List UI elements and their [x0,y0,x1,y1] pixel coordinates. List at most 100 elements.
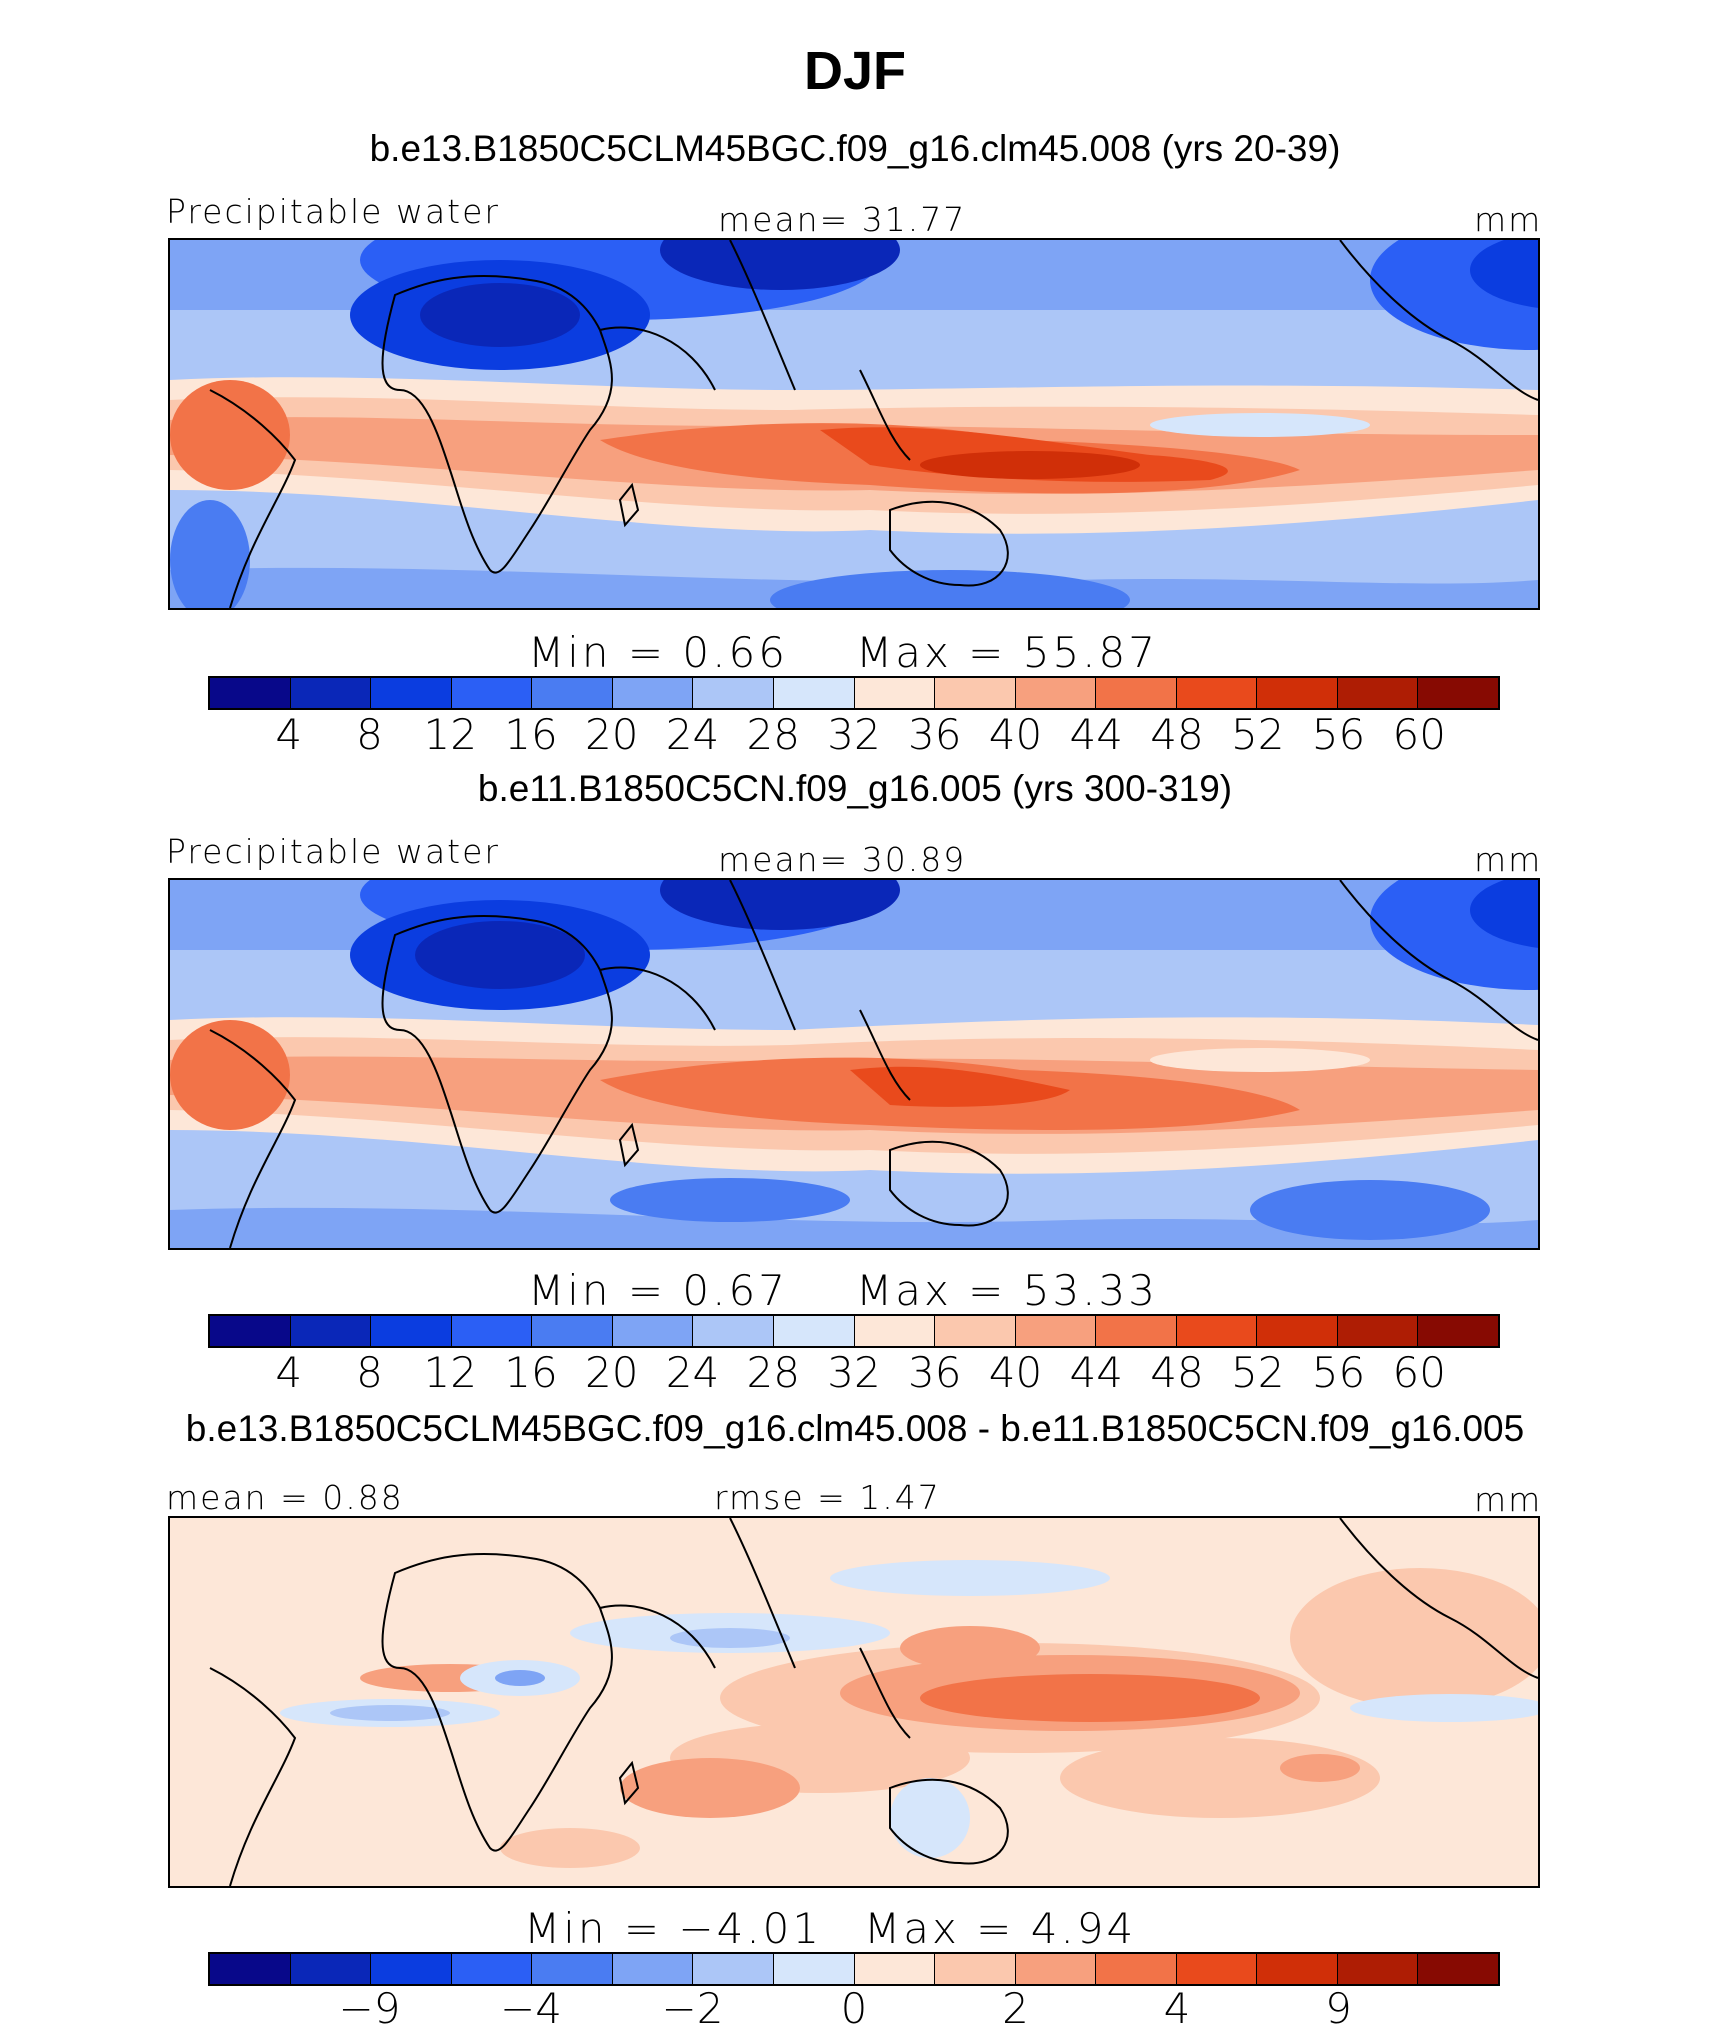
colorbar-tick-label: 9 [1325,1984,1352,2033]
colorbar-cell [773,678,855,708]
colorbar-tick-label: 48 [1150,710,1204,759]
colorbar-cell [935,1954,1016,1984]
colorbar-tick-label: 32 [827,1348,881,1397]
colorbar-cell [773,1316,855,1346]
panel1-map [168,238,1540,610]
colorbar-tick-label: 40 [988,1348,1043,1397]
colorbar-cell [1257,1316,1338,1346]
colorbar-tick-label: 8 [356,710,383,759]
colorbar-cell [1015,1954,1097,1984]
panel2-mean-label: mean= 30.89 [718,840,967,879]
panel1-max-label: Max = 55.87 [856,628,1158,677]
colorbar-cell [290,1316,372,1346]
colorbar-cell [532,1954,613,1984]
colorbar-tick-label: 2 [1002,1984,1029,2033]
colorbar-tick-label: 0 [840,1984,868,2033]
colorbar-tick-label: 20 [585,1348,639,1397]
panel2-max-label: Max = 53.33 [856,1266,1158,1315]
panel2-variable-label: Precipitable water [166,832,500,871]
panel3-subtitle: b.e13.B1850C5CLM45BGC.f09_g16.clm45.008 … [185,1408,1525,1449]
colorbar-tick-label: 56 [1311,710,1366,759]
panel3-rmse-label: rmse = 1.47 [714,1478,941,1517]
panel3-map [168,1516,1540,1888]
colorbar-tick-label: 44 [1069,710,1123,759]
colorbar-cell [1096,678,1177,708]
panel1-colorbar [208,676,1500,710]
colorbar-tick-label: 24 [665,710,720,759]
panel2-map [168,878,1540,1250]
panel1-mean-label: mean= 31.77 [718,200,967,239]
colorbar-cell [210,1954,291,1984]
colorbar-tick-label: 16 [504,710,558,759]
panel1-unit-label: mm [1474,200,1543,239]
colorbar-tick-label: 44 [1069,1348,1123,1397]
colorbar-cell [693,1316,774,1346]
colorbar-cell [371,1316,452,1346]
colorbar-tick-label: 52 [1231,1348,1285,1397]
colorbar-cell [210,1316,291,1346]
colorbar-tick-label: 40 [988,710,1043,759]
colorbar-cell [1418,1316,1498,1346]
panel2-subtitle: b.e11.B1850C5CN.f09_g16.005 (yrs 300-319… [477,768,1233,809]
panel2-colorbar-ticks: 4 8 12 16 20 24 28 32 36 40 44 48 52 56 60 [0,1348,1710,1398]
colorbar-cell [451,1954,533,1984]
panel3-max-label: Max = 4.94 [864,1904,1137,1953]
colorbar-cell [532,1316,613,1346]
colorbar-tick-label: 28 [746,710,800,759]
colorbar-cell [854,678,936,708]
colorbar-tick-label: 60 [1392,710,1446,759]
colorbar-cell [451,1316,533,1346]
colorbar-tick-label: 4 [1163,1984,1191,2033]
colorbar-cell [935,1316,1016,1346]
colorbar-cell [210,678,291,708]
colorbar-cell [290,1954,372,1984]
colorbar-tick-label: 36 [908,710,962,759]
panel1-min-label: Min = 0.66 [528,628,788,677]
panel2-colorbar [208,1314,1500,1348]
colorbar-cell [1176,1316,1258,1346]
colorbar-cell [1176,678,1258,708]
panel2-unit-label: mm [1474,840,1543,879]
panel3-unit-label: mm [1474,1480,1543,1519]
colorbar-cell [693,1954,774,1984]
colorbar-cell [1257,1954,1338,1984]
colorbar-cell [1337,1316,1419,1346]
panel3-min-label: Min = −4.01 [524,1904,823,1953]
colorbar-cell [1096,1316,1177,1346]
figure-title: DJF [803,41,906,101]
panel3-colorbar [208,1952,1500,1986]
colorbar-cell [1015,678,1097,708]
colorbar-cell [612,1954,694,1984]
colorbar-tick-label: −9 [338,1984,401,2033]
colorbar-tick-label: 32 [827,710,881,759]
colorbar-tick-label: 4 [275,710,303,759]
colorbar-cell [1418,1954,1498,1984]
panel3-mean-label: mean = 0.88 [166,1478,404,1517]
panel1-colorbar-ticks: 4 8 12 16 20 24 28 32 36 40 44 48 52 56 60 [0,710,1710,760]
colorbar-cell [451,678,533,708]
colorbar-tick-label: 24 [665,1348,720,1397]
colorbar-cell [290,678,372,708]
colorbar-cell [693,678,774,708]
colorbar-tick-label: 56 [1311,1348,1366,1397]
colorbar-tick-label: 48 [1150,1348,1204,1397]
colorbar-cell [371,678,452,708]
colorbar-tick-label: 4 [275,1348,303,1397]
colorbar-tick-label: 20 [585,710,639,759]
colorbar-cell [1096,1954,1177,1984]
colorbar-tick-label: 60 [1392,1348,1446,1397]
colorbar-tick-label: 8 [356,1348,383,1397]
panel2-min-label: Min = 0.67 [528,1266,788,1315]
colorbar-cell [612,1316,694,1346]
panel1-variable-label: Precipitable water [166,192,500,231]
panel3-colorbar-ticks: −9 −4 −2 0 2 4 9 [0,1984,1710,2034]
colorbar-cell [854,1316,936,1346]
panel1-subtitle: b.e13.B1850C5CLM45BGC.f09_g16.clm45.008 … [369,128,1341,169]
colorbar-cell [854,1954,936,1984]
colorbar-tick-label: 12 [423,710,477,759]
colorbar-cell [773,1954,855,1984]
colorbar-tick-label: −4 [500,1984,562,2033]
colorbar-cell [371,1954,452,1984]
colorbar-tick-label: −2 [661,1984,724,2033]
colorbar-cell [1257,678,1338,708]
